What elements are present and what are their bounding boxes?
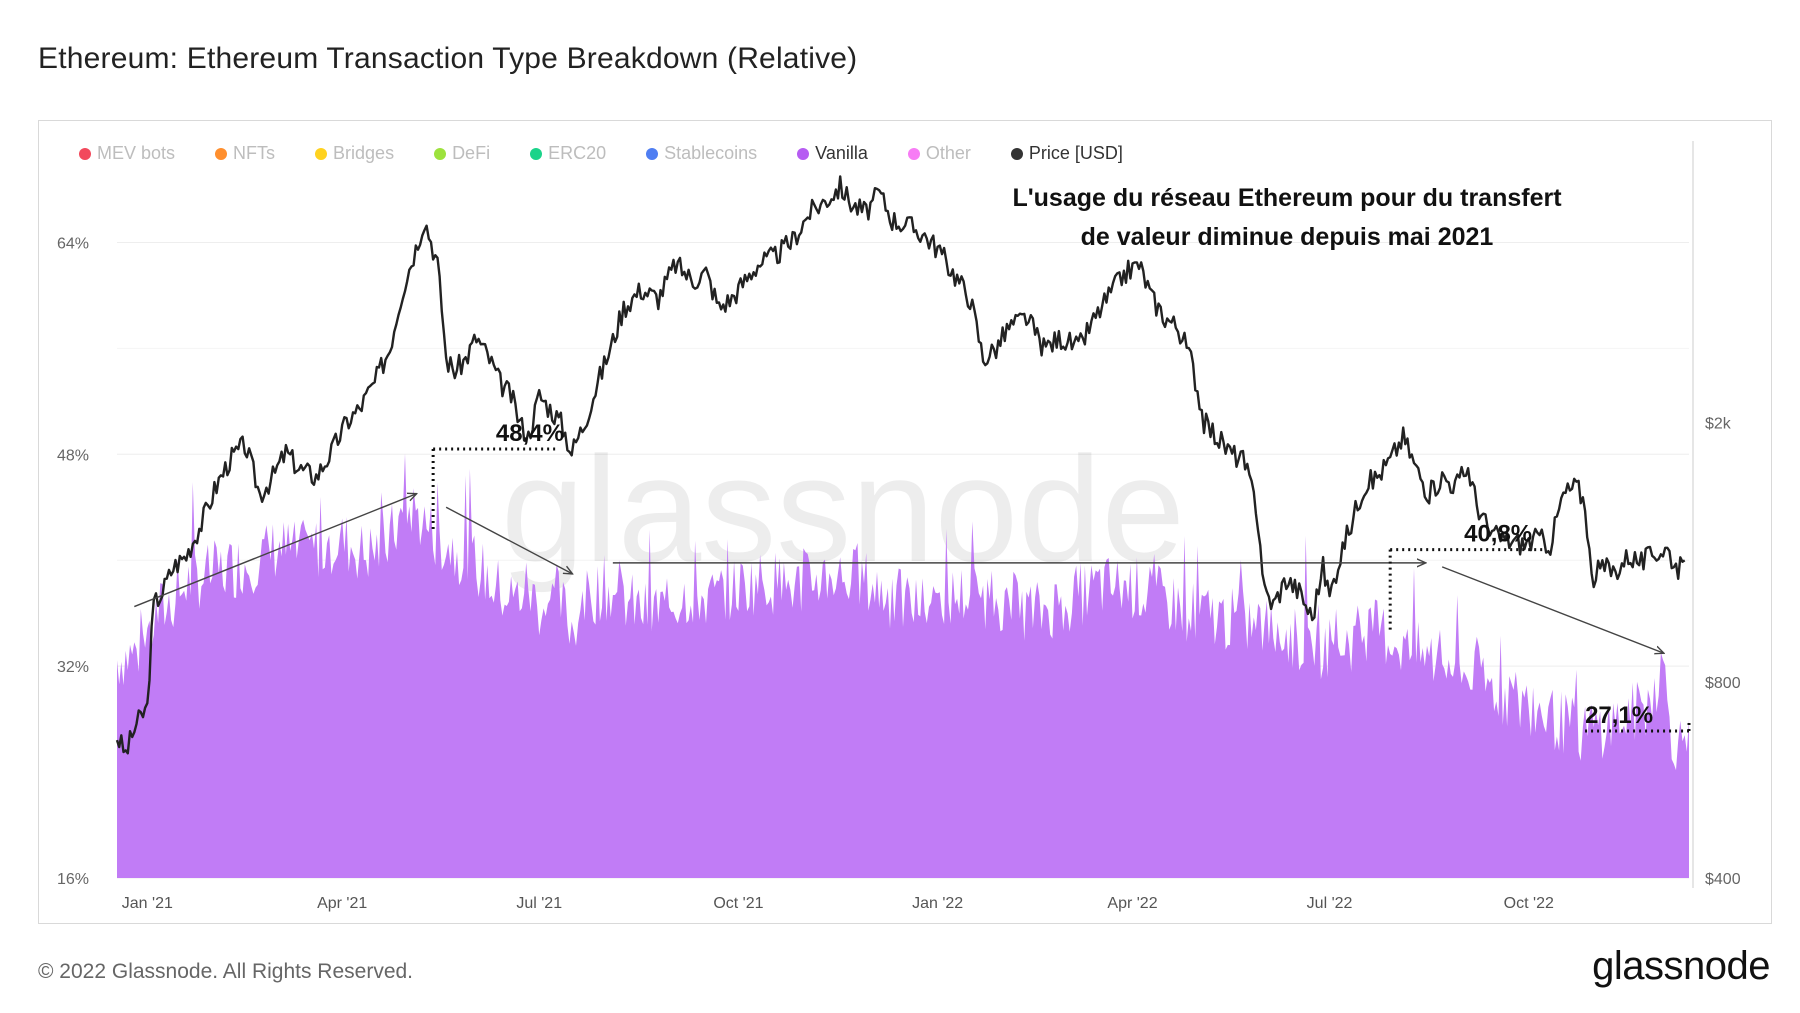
watermark-text: glassnode: [501, 425, 1185, 593]
legend-item-nfts[interactable]: NFTs: [215, 143, 275, 164]
vanilla-area: [117, 453, 1689, 878]
y-left-tick-label: 48%: [57, 447, 89, 464]
annotation-line-1: L'usage du réseau Ethereum pour du trans…: [1012, 184, 1562, 212]
legend-label: NFTs: [233, 143, 276, 163]
legend-item-mev-bots[interactable]: MEV bots: [79, 143, 175, 164]
legend-dot-icon: [315, 147, 328, 160]
y-left-tick-label: 16%: [57, 871, 89, 888]
legend-label: Bridges: [333, 143, 395, 163]
x-tick-label: Oct '22: [1504, 895, 1554, 912]
legend-dot-icon: [79, 147, 91, 160]
x-tick-label: Apr '21: [317, 895, 367, 912]
chart-svg: 16% 32% 48% 64% $400 $800 $2k Jan '21 Apr '21 Jul…: [57, 141, 1741, 912]
legend-label: Vanilla: [815, 143, 868, 163]
legend-dot-icon: [1010, 147, 1023, 160]
legend-label: Price [USD]: [1028, 143, 1123, 163]
legend-dot-icon: [434, 147, 447, 160]
marker-label: 27,1%: [1585, 702, 1653, 729]
page-title: Ethereum: Ethereum Transaction Type Brea…: [38, 42, 858, 75]
legend-label: MEV bots: [97, 143, 176, 163]
y-left-tick-label: 32%: [57, 659, 89, 676]
legend-label: Stablecoins: [664, 143, 758, 163]
x-tick-label: Jul '21: [516, 895, 562, 912]
legend-label: DeFi: [452, 143, 491, 163]
x-tick-label: Oct '21: [713, 895, 763, 912]
copyright-text: © 2022 Glassnode. All Rights Reserved.: [38, 960, 414, 983]
legend-dot-icon: [907, 147, 920, 160]
y-right-tick-label: $400: [1705, 871, 1741, 888]
legend-label: ERC20: [548, 143, 607, 163]
legend-item-defi[interactable]: DeFi: [434, 143, 490, 164]
price-line: [115, 175, 1686, 755]
glassnode-logo: glassnode: [1592, 944, 1770, 988]
marker-label: 40,8%: [1464, 521, 1532, 548]
y-right-tick-label: $800: [1705, 675, 1741, 692]
x-tick-label: Jan '21: [122, 895, 173, 912]
trend-arrow-3: [1441, 566, 1663, 653]
legend-item-price-usd[interactable]: Price [USD]: [1010, 143, 1123, 164]
legend-item-stablecoins[interactable]: Stablecoins: [646, 143, 757, 164]
y-right-tick-label: $2k: [1705, 415, 1732, 432]
legend-dot-icon: [646, 147, 659, 160]
x-tick-label: Jan '22: [912, 895, 963, 912]
trend-arrow-0: [134, 494, 415, 608]
x-tick-label: Jul '22: [1307, 895, 1353, 912]
legend-label: Other: [925, 143, 971, 163]
chart-container: 16% 32% 48% 64% $400 $800 $2k Jan '21 Apr '21 Jul…: [38, 120, 1772, 924]
legend-dot-icon: [530, 147, 543, 160]
x-tick-label: Apr '22: [1107, 895, 1157, 912]
legend-item-bridges[interactable]: Bridges: [315, 143, 394, 164]
legend-item-erc20[interactable]: ERC20: [530, 143, 606, 164]
legend-dot-icon: [215, 147, 228, 160]
annotation-line-2: de valeur diminue depuis mai 2021: [1081, 223, 1494, 251]
legend-item-other[interactable]: Other: [907, 143, 971, 164]
marker-label: 48,4%: [496, 420, 564, 447]
legend: MEV bots NFTs Bridges DeFi ERC20 Stablecoins V…: [79, 143, 1163, 164]
trend-arrow-1: [445, 506, 572, 573]
legend-dot-icon: [797, 147, 810, 160]
y-left-tick-label: 64%: [57, 235, 89, 252]
legend-item-vanilla[interactable]: Vanilla: [797, 143, 868, 164]
